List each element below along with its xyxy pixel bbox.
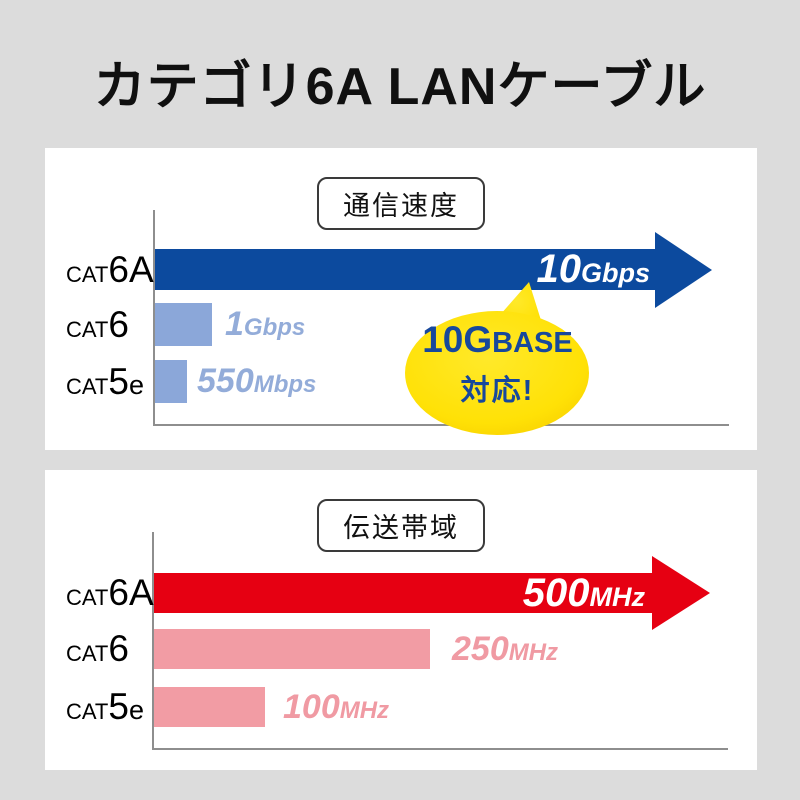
balloon-line1: 10GBASE — [405, 317, 590, 371]
value-unit: Gbps — [580, 258, 650, 288]
arrowhead-cat6a-bandwidth — [652, 556, 710, 630]
arrowhead-cat6a-speed — [655, 232, 712, 308]
value-number: 100 — [283, 688, 340, 726]
value-number: 1 — [225, 305, 244, 343]
row-label-cat5e: CAT5e — [66, 360, 144, 411]
value-label-cat6a-speed: 10Gbps — [536, 249, 650, 298]
balloon-body — [405, 311, 589, 435]
speech-balloon-10gbase: 10GBASE 対応! — [405, 281, 590, 437]
balloon-base-text: BASE — [492, 327, 573, 359]
bar-cat6-bandwidth — [154, 629, 430, 669]
speech-balloon-shape — [405, 282, 589, 435]
bandwidth-y-axis — [152, 532, 154, 750]
speed-chart-title: 通信速度 — [317, 177, 485, 230]
row-label-cat6: CAT6 — [66, 629, 129, 677]
bandwidth-chart-title: 伝送帯域 — [317, 499, 485, 552]
row-label-cat-suffix: e — [128, 695, 144, 725]
value-number: 550 — [197, 362, 254, 400]
speed-y-axis — [153, 210, 155, 426]
row-label-cat5e: CAT5e — [66, 687, 144, 735]
bar-cat5e-bandwidth — [154, 687, 265, 727]
speed-x-axis — [153, 424, 729, 426]
row-label-cat6a: CAT6A — [66, 249, 154, 298]
value-unit: Gbps — [243, 314, 306, 341]
row-label-cat-suffix: e — [128, 370, 144, 400]
value-label-cat6a-bandwidth: 500MHz — [523, 573, 645, 622]
page-title: カテゴリ6A LANケーブル — [93, 58, 707, 116]
value-label-cat6-bandwidth: 250MHz — [452, 629, 558, 676]
row-label-cat-prefix: CAT — [66, 585, 109, 610]
value-number: 10 — [536, 247, 581, 291]
balloon-text: 10GBASE 対応! — [405, 317, 590, 411]
value-label-cat5e-bandwidth: 100MHz — [283, 687, 389, 734]
value-label-cat6-speed: 1Gbps — [225, 303, 305, 352]
row-label-cat-size: 6 — [108, 628, 129, 669]
row-label-cat-size: 6A — [108, 572, 154, 613]
bar-cat6a-bandwidth — [154, 573, 652, 613]
row-label-cat-size: 5 — [108, 361, 129, 402]
balloon-line2: 対応! — [460, 375, 535, 407]
value-unit: Mbps — [253, 371, 317, 398]
bar-cat6a-speed — [155, 249, 655, 290]
value-number: 500 — [522, 571, 590, 615]
value-unit: MHz — [339, 697, 390, 724]
row-label-cat-prefix: CAT — [66, 641, 109, 666]
bar-cat5e-speed — [155, 360, 187, 403]
balloon-10g-text: 10G — [422, 319, 493, 360]
bandwidth-chart-panel: 伝送帯域 CAT6A 500MHz CAT6 250MHz CAT5e 100M… — [45, 470, 757, 770]
row-label-cat-size: 6 — [108, 304, 129, 345]
value-label-cat5e-speed: 550Mbps — [197, 360, 316, 409]
row-label-cat6: CAT6 — [66, 303, 129, 354]
row-label-cat-size: 6A — [108, 249, 154, 290]
row-label-cat-prefix: CAT — [66, 262, 109, 287]
bandwidth-x-axis — [152, 748, 728, 750]
row-label-cat6a: CAT6A — [66, 573, 154, 621]
row-label-cat-size: 5 — [108, 686, 129, 727]
speed-chart-panel: 通信速度 CAT6A 10Gbps CAT6 1Gbps CAT5e 550Mb… — [45, 148, 757, 450]
value-unit: MHz — [589, 582, 646, 612]
value-number: 250 — [452, 630, 509, 668]
value-unit: MHz — [508, 639, 559, 666]
row-label-cat-prefix: CAT — [66, 374, 109, 399]
row-label-cat-prefix: CAT — [66, 317, 109, 342]
row-label-cat-prefix: CAT — [66, 699, 109, 724]
bar-cat6-speed — [155, 303, 212, 346]
